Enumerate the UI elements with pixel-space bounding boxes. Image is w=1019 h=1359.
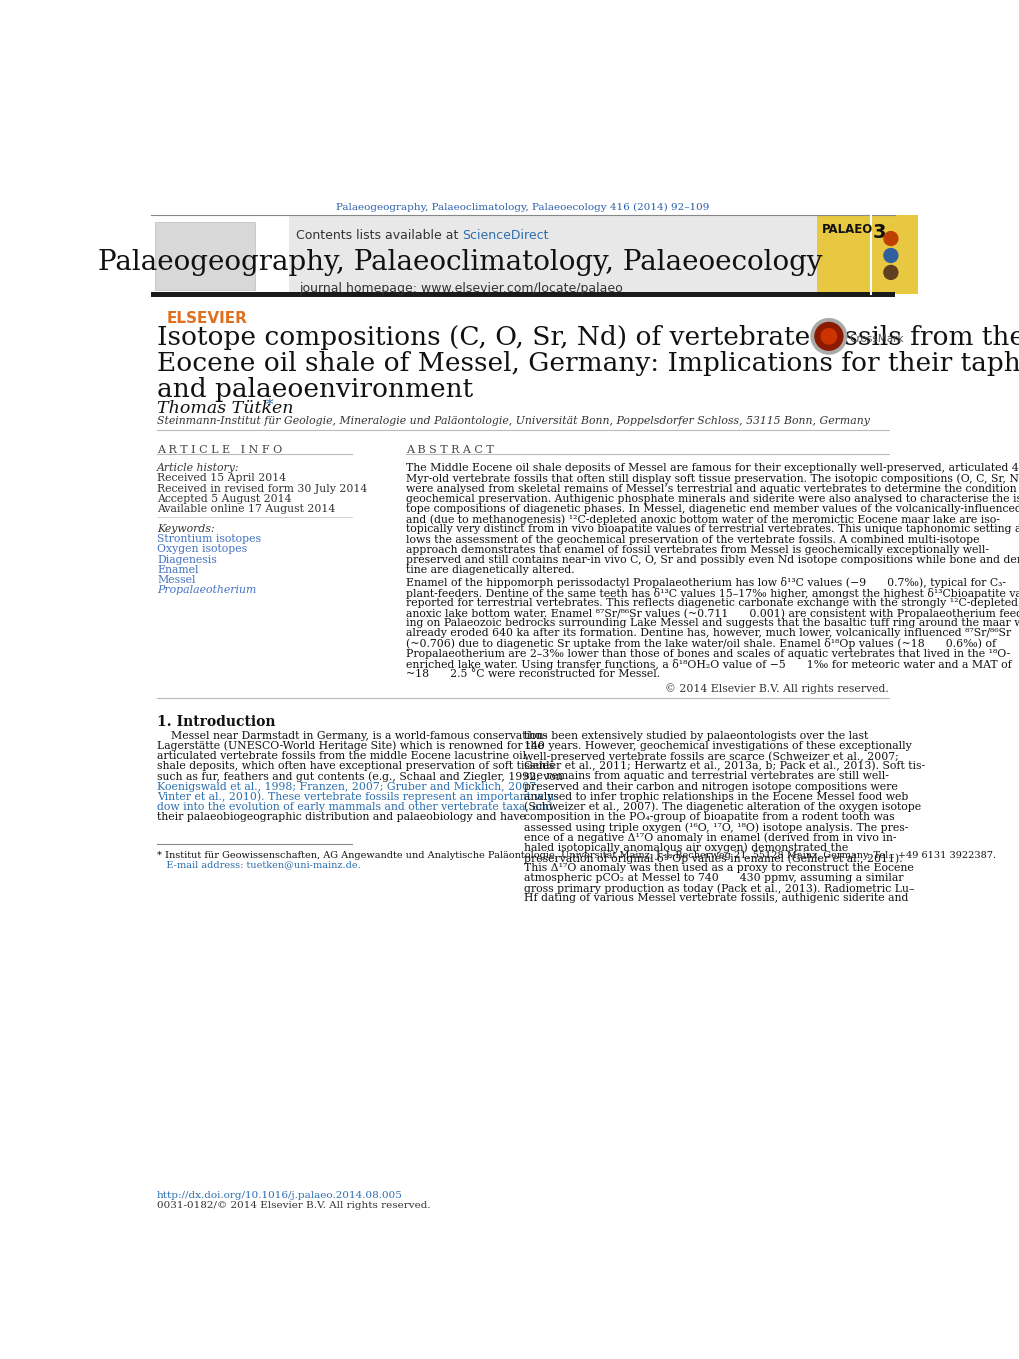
Text: Accepted 5 August 2014: Accepted 5 August 2014 xyxy=(157,493,291,504)
Text: well-preserved vertebrate fossils are scarce (Schweizer et al., 2007;: well-preserved vertebrate fossils are sc… xyxy=(524,752,898,761)
Text: ing on Palaeozoic bedrocks surrounding Lake Messel and suggests that the basalti: ing on Palaeozoic bedrocks surrounding L… xyxy=(407,618,1019,628)
Text: Palaeogeography, Palaeoclimatology, Palaeoecology 416 (2014) 92–109: Palaeogeography, Palaeoclimatology, Pala… xyxy=(335,202,709,212)
Text: and (due to methanogenesis) ¹²C-depleted anoxic bottom water of the meromictic E: and (due to methanogenesis) ¹²C-depleted… xyxy=(407,514,1000,525)
Text: Isotope compositions (C, O, Sr, Nd) of vertebrate fossils from the Middle: Isotope compositions (C, O, Sr, Nd) of v… xyxy=(157,325,1019,349)
Circle shape xyxy=(820,329,836,344)
Text: ScienceDirect: ScienceDirect xyxy=(462,228,548,242)
Text: PALAEO: PALAEO xyxy=(821,223,872,236)
Circle shape xyxy=(883,249,897,262)
Text: The Middle Eocene oil shale deposits of Messel are famous for their exceptionall: The Middle Eocene oil shale deposits of … xyxy=(407,463,1019,473)
Text: journal homepage: www.elsevier.com/locate/palaeo: journal homepage: www.elsevier.com/locat… xyxy=(299,283,622,295)
Circle shape xyxy=(883,231,897,246)
Text: haled isotopically anomalous air oxygen) demonstrated the: haled isotopically anomalous air oxygen)… xyxy=(524,843,848,853)
Text: *: * xyxy=(265,398,273,412)
Text: Article history:: Article history: xyxy=(157,463,239,473)
Bar xyxy=(816,216,917,294)
Text: Myr-old vertebrate fossils that often still display soft tissue preservation. Th: Myr-old vertebrate fossils that often st… xyxy=(407,473,1019,484)
Text: * Institut für Geowissenschaften, AG Angewandte und Analytische Paläontologie, U: * Institut für Geowissenschaften, AG Ang… xyxy=(157,852,996,860)
Text: preservation of original δ¹⁸Op values in enamel (Gehler et al., 2011).: preservation of original δ¹⁸Op values in… xyxy=(524,852,902,864)
Bar xyxy=(151,292,894,298)
Text: 1. Introduction: 1. Introduction xyxy=(157,715,275,730)
Text: Propalaeotherium: Propalaeotherium xyxy=(157,584,256,595)
Text: were analysed from skeletal remains of Messel’s terrestrial and aquatic vertebra: were analysed from skeletal remains of M… xyxy=(407,484,1019,493)
Circle shape xyxy=(814,322,842,351)
Text: Keywords:: Keywords: xyxy=(157,525,214,534)
Text: preserved and their carbon and nitrogen isotope compositions were: preserved and their carbon and nitrogen … xyxy=(524,781,897,791)
Text: dow into the evolution of early mammals and other vertebrate taxa, and: dow into the evolution of early mammals … xyxy=(157,802,552,811)
Text: Steinmann-Institut für Geologie, Mineralogie und Paläontologie, Universität Bonn: Steinmann-Institut für Geologie, Mineral… xyxy=(157,416,869,427)
Text: analysed to infer trophic relationships in the Eocene Messel food web: analysed to infer trophic relationships … xyxy=(524,792,908,802)
Text: Eocene oil shale of Messel, Germany: Implications for their taphonomy: Eocene oil shale of Messel, Germany: Imp… xyxy=(157,351,1019,376)
Text: tine are diagenetically altered.: tine are diagenetically altered. xyxy=(407,565,575,575)
Text: Palaeogeography, Palaeoclimatology, Palaeoecology: Palaeogeography, Palaeoclimatology, Pala… xyxy=(99,249,822,276)
Text: A B S T R A C T: A B S T R A C T xyxy=(407,444,494,455)
Text: thus been extensively studied by palaeontologists over the last: thus been extensively studied by palaeon… xyxy=(524,731,868,741)
Text: Diagenesis: Diagenesis xyxy=(157,554,216,564)
Text: Lagerstätte (UNESCO-World Heritage Site) which is renowned for the: Lagerstätte (UNESCO-World Heritage Site)… xyxy=(157,741,543,752)
Text: Propalaeotherium are 2–3‰ lower than those of bones and scales of aquatic verteb: Propalaeotherium are 2–3‰ lower than tho… xyxy=(407,648,1010,659)
Text: Gehler et al., 2011; Herwartz et al., 2013a, b; Pack et al., 2013). Soft tis-: Gehler et al., 2011; Herwartz et al., 20… xyxy=(524,761,924,772)
Text: atmospheric pCO₂ at Messel to 740      430 ppmv, assuming a similar: atmospheric pCO₂ at Messel to 740 430 pp… xyxy=(524,872,903,883)
Text: gross primary production as today (Pack et al., 2013). Radiometric Lu–: gross primary production as today (Pack … xyxy=(524,883,914,894)
Circle shape xyxy=(810,318,846,355)
Text: ence of a negative Δ¹⁷O anomaly in enamel (derived from in vivo in-: ence of a negative Δ¹⁷O anomaly in ename… xyxy=(524,832,896,843)
Text: already eroded 640 ka after its formation. Dentine has, however, much lower, vol: already eroded 640 ka after its formatio… xyxy=(407,628,1011,639)
Text: Enamel: Enamel xyxy=(157,565,199,575)
Text: CrossMark: CrossMark xyxy=(849,334,904,344)
Bar xyxy=(155,223,255,289)
Text: lows the assessment of the geochemical preservation of the vertebrate fossils. A: lows the assessment of the geochemical p… xyxy=(407,534,979,545)
Text: Vinter et al., 2010). These vertebrate fossils represent an important win-: Vinter et al., 2010). These vertebrate f… xyxy=(157,792,557,802)
Text: This Δ¹⁷O anomaly was then used as a proxy to reconstruct the Eocene: This Δ¹⁷O anomaly was then used as a pro… xyxy=(524,863,913,872)
Text: sue remains from aquatic and terrestrial vertebrates are still well-: sue remains from aquatic and terrestrial… xyxy=(524,772,889,781)
Text: anoxic lake bottom water. Enamel ⁸⁷Sr/⁸⁶Sr values (~0.711      0.001) are consis: anoxic lake bottom water. Enamel ⁸⁷Sr/⁸⁶… xyxy=(407,607,1019,618)
Text: © 2014 Elsevier B.V. All rights reserved.: © 2014 Elsevier B.V. All rights reserved… xyxy=(664,684,888,693)
Text: tope compositions of diagenetic phases. In Messel, diagenetic end member values : tope compositions of diagenetic phases. … xyxy=(407,504,1019,514)
Text: articulated vertebrate fossils from the middle Eocene lacustrine oil: articulated vertebrate fossils from the … xyxy=(157,752,526,761)
Text: Received 15 April 2014: Received 15 April 2014 xyxy=(157,473,285,484)
Text: A R T I C L E   I N F O: A R T I C L E I N F O xyxy=(157,444,282,455)
Text: (Schweizer et al., 2007). The diagenetic alteration of the oxygen isotope: (Schweizer et al., 2007). The diagenetic… xyxy=(524,802,920,813)
Text: composition in the PO₄-group of bioapatite from a rodent tooth was: composition in the PO₄-group of bioapati… xyxy=(524,813,894,822)
Text: E-mail address: tuetken@uni-mainz.de.: E-mail address: tuetken@uni-mainz.de. xyxy=(157,860,361,868)
Text: Received in revised form 30 July 2014: Received in revised form 30 July 2014 xyxy=(157,484,367,493)
Text: and palaeoenvironment: and palaeoenvironment xyxy=(157,378,473,402)
Text: Hf dating of various Messel vertebrate fossils, authigenic siderite and: Hf dating of various Messel vertebrate f… xyxy=(524,893,908,904)
Text: approach demonstrates that enamel of fossil vertebrates from Messel is geochemic: approach demonstrates that enamel of fos… xyxy=(407,545,988,554)
Text: Available online 17 August 2014: Available online 17 August 2014 xyxy=(157,504,335,514)
Text: preserved and still contains near-in vivo C, O, Sr and possibly even Nd isotope : preserved and still contains near-in viv… xyxy=(407,554,1019,565)
Text: reported for terrestrial vertebrates. This reflects diagenetic carbonate exchang: reported for terrestrial vertebrates. Th… xyxy=(407,598,1018,607)
Text: Strontium isotopes: Strontium isotopes xyxy=(157,534,261,544)
Text: their palaeobiogeographic distribution and palaeobiology and have: their palaeobiogeographic distribution a… xyxy=(157,813,526,822)
Text: 140 years. However, geochemical investigations of these exceptionally: 140 years. However, geochemical investig… xyxy=(524,741,911,752)
Text: plant-feeders. Dentine of the same teeth has δ¹³C values 15–17‰ higher, amongst : plant-feeders. Dentine of the same teeth… xyxy=(407,587,1019,599)
Text: (~0.706) due to diagenetic Sr uptake from the lake water/oil shale. Enamel δ¹⁸Op: (~0.706) due to diagenetic Sr uptake fro… xyxy=(407,639,996,650)
Text: ~18      2.5 °C were reconstructed for Messel.: ~18 2.5 °C were reconstructed for Messel… xyxy=(407,669,660,680)
Text: ELSEVIER: ELSEVIER xyxy=(166,311,247,326)
Text: topically very distinct from in vivo bioapatite values of terrestrial vertebrate: topically very distinct from in vivo bio… xyxy=(407,525,1019,534)
Bar xyxy=(151,216,816,294)
Circle shape xyxy=(883,265,897,280)
Bar xyxy=(151,216,288,294)
Text: such as fur, feathers and gut contents (e.g., Schaal and Ziegler, 1992; von: such as fur, feathers and gut contents (… xyxy=(157,772,562,781)
Text: Enamel of the hippomorph perissodactyl Propalaeotherium has low δ¹³C values (−9 : Enamel of the hippomorph perissodactyl P… xyxy=(407,578,1006,588)
Text: Messel near Darmstadt in Germany, is a world-famous conservation-: Messel near Darmstadt in Germany, is a w… xyxy=(157,731,546,741)
Text: http://dx.doi.org/10.1016/j.palaeo.2014.08.005: http://dx.doi.org/10.1016/j.palaeo.2014.… xyxy=(157,1190,403,1200)
Text: enriched lake water. Using transfer functions, a δ¹⁸OH₂O value of −5      1‰ for: enriched lake water. Using transfer func… xyxy=(407,659,1011,670)
Text: shale deposits, which often have exceptional preservation of soft tissues: shale deposits, which often have excepti… xyxy=(157,761,553,771)
Text: Messel: Messel xyxy=(157,575,196,584)
Text: Koenigswald et al., 1998; Franzen, 2007; Gruber and Micklich, 2007;: Koenigswald et al., 1998; Franzen, 2007;… xyxy=(157,781,539,791)
Text: assessed using triple oxygen (¹⁶O, ¹⁷O, ¹⁸O) isotope analysis. The pres-: assessed using triple oxygen (¹⁶O, ¹⁷O, … xyxy=(524,822,908,833)
Text: 3: 3 xyxy=(872,223,886,242)
Text: geochemical preservation. Authigenic phosphate minerals and siderite were also a: geochemical preservation. Authigenic pho… xyxy=(407,493,1019,504)
Text: Thomas Tütken: Thomas Tütken xyxy=(157,401,293,417)
Text: Contents lists available at: Contents lists available at xyxy=(296,228,462,242)
Text: 0031-0182/© 2014 Elsevier B.V. All rights reserved.: 0031-0182/© 2014 Elsevier B.V. All right… xyxy=(157,1201,430,1210)
Text: Oxygen isotopes: Oxygen isotopes xyxy=(157,545,247,554)
